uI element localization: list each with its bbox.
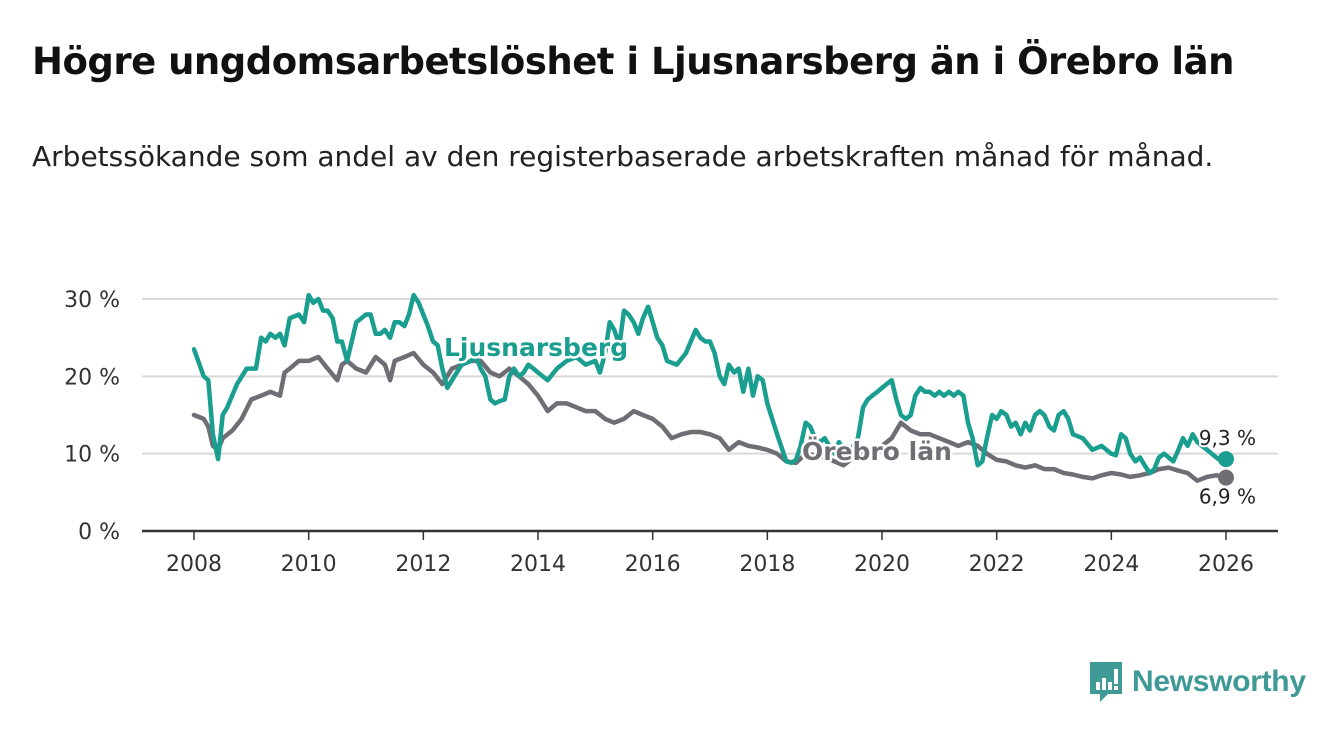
x-tick-label: 2026 [1198, 552, 1254, 577]
series-label-ljusnarsberg: Ljusnarsberg [444, 333, 628, 362]
series-line-orebro-lan [191, 350, 1229, 483]
series-label-orebro-lan: Örebro län [802, 436, 952, 466]
y-tick-label: 20 % [64, 365, 120, 390]
x-tick-label: 2008 [166, 552, 222, 577]
end-label-orebro-lan: 6,9 % [1199, 485, 1256, 509]
y-tick-label: 0 % [78, 520, 120, 545]
x-tick-label: 2016 [625, 552, 681, 577]
end-point-orebro-lan [1218, 469, 1234, 486]
logo-text: Newsworthy [1132, 665, 1306, 698]
x-tick-label: 2024 [1083, 552, 1139, 577]
newsworthy-logo: Newsworthy [1088, 660, 1306, 704]
x-tick-label: 2018 [739, 552, 795, 577]
x-tick-label: 2012 [395, 552, 451, 577]
y-tick-label: 10 % [64, 443, 120, 468]
x-tick-label: 2014 [510, 552, 566, 577]
x-tick-label: 2022 [969, 552, 1025, 577]
series-line-ljusnarsberg [191, 292, 1229, 476]
series-lines [191, 292, 1234, 486]
chart-title: Högre ungdomsarbetslöshet i Ljusnarsberg… [32, 40, 1234, 83]
chart-subtitle: Arbetssökande som andel av den registerb… [32, 140, 1214, 173]
gridlines [142, 298, 1278, 455]
y-tick-label: 30 % [64, 288, 120, 313]
end-label-ljusnarsberg: 9,3 % [1199, 426, 1256, 450]
x-tick-label: 2010 [281, 552, 337, 577]
x-tick-label: 2020 [854, 552, 910, 577]
bar-chart-speech-bubble-icon [1090, 662, 1122, 702]
series-labels: Ljusnarsberg Örebro län 9,3 % 6,9 % [442, 331, 1259, 511]
end-point-ljusnarsberg [1218, 451, 1234, 468]
y-axis: 0 % 10 % 20 % 30 % [64, 288, 120, 545]
x-axis: 2008 2010 2012 2014 2016 2018 2020 2022 2024 2026 [142, 529, 1278, 577]
